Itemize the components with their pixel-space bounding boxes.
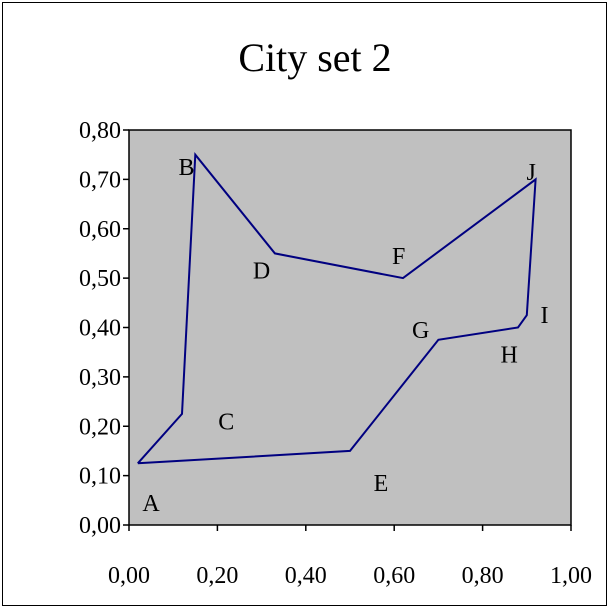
city-label-g: G [412, 318, 429, 344]
city-label-b: B [178, 155, 194, 181]
y-tick-label: 0,50 [79, 266, 121, 292]
y-tick-label: 0,70 [79, 167, 121, 193]
y-tick-label: 0,80 [79, 118, 121, 144]
x-tick-label: 0,40 [285, 563, 327, 589]
plot-area [129, 130, 571, 525]
y-axis: 0,00 0,10 0,20 0,30 0,40 0,50 0,60 0,70 0,80 [79, 118, 129, 539]
y-tick-label: 0,20 [79, 414, 121, 440]
chart-title: City set 2 [238, 35, 391, 80]
x-axis: 0,00 0,20 0,40 0,60 0,80 1,00 [108, 525, 592, 589]
chart: City set 2 0,000,100,200,300,400,500,600… [3, 3, 608, 607]
x-tick-label: 0,80 [462, 563, 504, 589]
y-tick-label: 0,10 [79, 464, 121, 490]
city-label-e: E [374, 471, 389, 497]
x-tick-label: 0,60 [373, 563, 415, 589]
x-tick-label: 1,00 [550, 563, 592, 589]
city-label-i: I [540, 303, 548, 329]
city-label-c: C [218, 409, 234, 435]
y-tick-label: 0,40 [79, 316, 121, 342]
x-tick-label: 0,00 [108, 563, 150, 589]
city-label-j: J [527, 160, 536, 186]
x-tick-label: 0,20 [196, 563, 238, 589]
y-tick-label: 0,60 [79, 217, 121, 243]
y-tick-label: 0,30 [79, 365, 121, 391]
city-label-d: D [253, 259, 270, 285]
y-tick-label: 0,00 [79, 513, 121, 539]
city-label-a: A [142, 491, 160, 517]
city-label-f: F [392, 244, 405, 270]
city-label-h: H [500, 343, 517, 369]
